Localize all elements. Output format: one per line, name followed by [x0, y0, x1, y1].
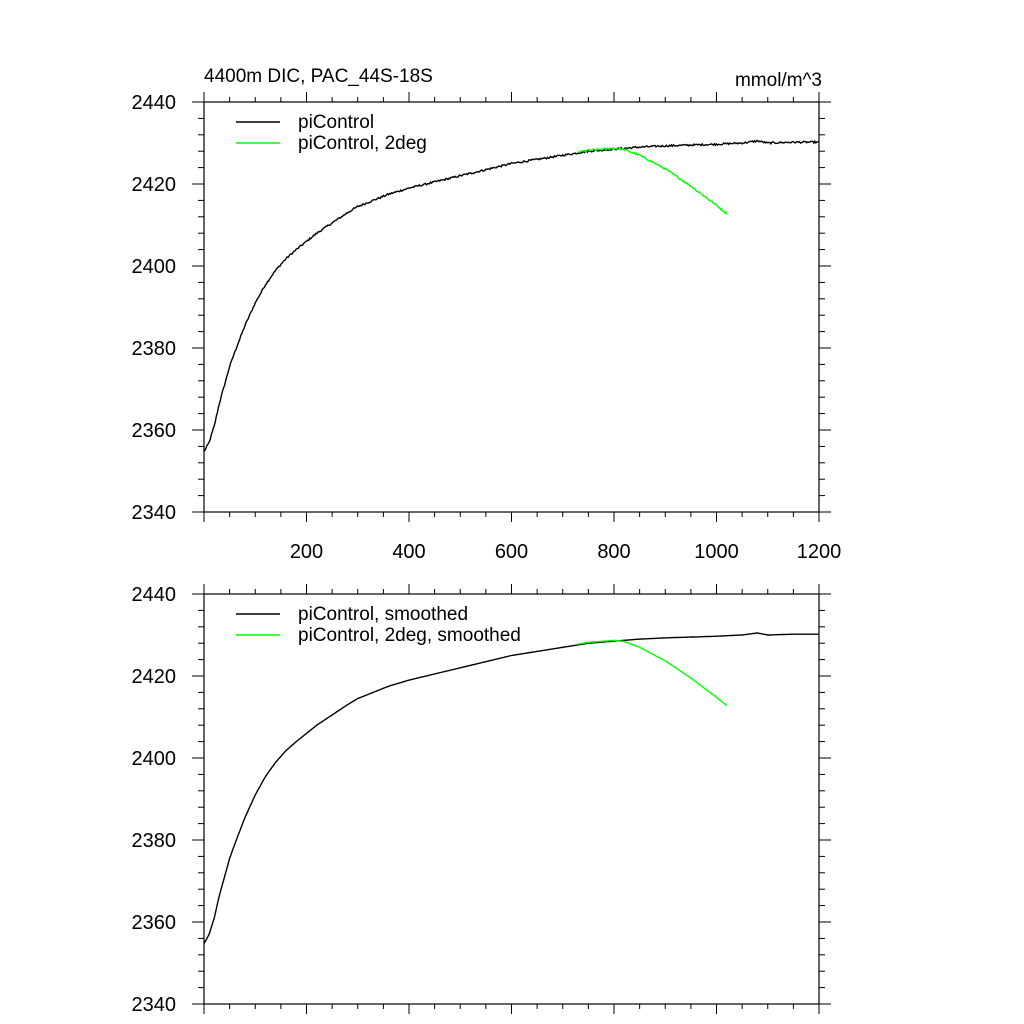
y-tick-label: 2360: [132, 420, 177, 442]
y-tick-label: 2340: [132, 994, 177, 1016]
units-label: mmol/m^3: [735, 70, 822, 91]
series-line-2: [578, 639, 728, 707]
y-tick-label: 2340: [132, 502, 177, 524]
legend-label-2: piControl, 2deg: [298, 133, 427, 154]
y-tick-label: 2440: [132, 584, 177, 606]
y-tick-label: 2360: [132, 912, 177, 934]
legend-label-2: piControl, 2deg, smoothed: [298, 625, 521, 646]
series-line-1: [203, 632, 819, 945]
legend-label-1: piControl, smoothed: [298, 604, 468, 625]
y-tick-label: 2400: [132, 256, 177, 278]
series-line-1: [203, 139, 820, 452]
x-tick-label: 200: [290, 541, 323, 563]
x-tick-label: 800: [597, 541, 630, 563]
bottom-panel: 2340 2360 2380 2400 2420 2440 piControl, smoot…: [132, 584, 831, 1016]
legend-label-1: piControl: [298, 112, 374, 133]
y-tick-label: 2420: [132, 174, 177, 196]
y-tick-label: 2420: [132, 666, 177, 688]
x-tick-label: 600: [495, 541, 528, 563]
series-line-2: [577, 147, 728, 215]
top-panel: 2340 2360 2380 2400 2420 2440 200 400 600 800 1000…: [132, 92, 842, 563]
x-tick-label: 400: [392, 541, 425, 563]
y-tick-label: 2440: [132, 92, 177, 114]
y-tick-label: 2380: [132, 830, 177, 852]
x-tick-label: 1200: [797, 541, 842, 563]
chart-title: 4400m DIC, PAC_44S-18S: [204, 66, 433, 87]
y-tick-label: 2380: [132, 338, 177, 360]
y-tick-label: 2400: [132, 748, 177, 770]
x-tick-label: 1000: [694, 541, 739, 563]
